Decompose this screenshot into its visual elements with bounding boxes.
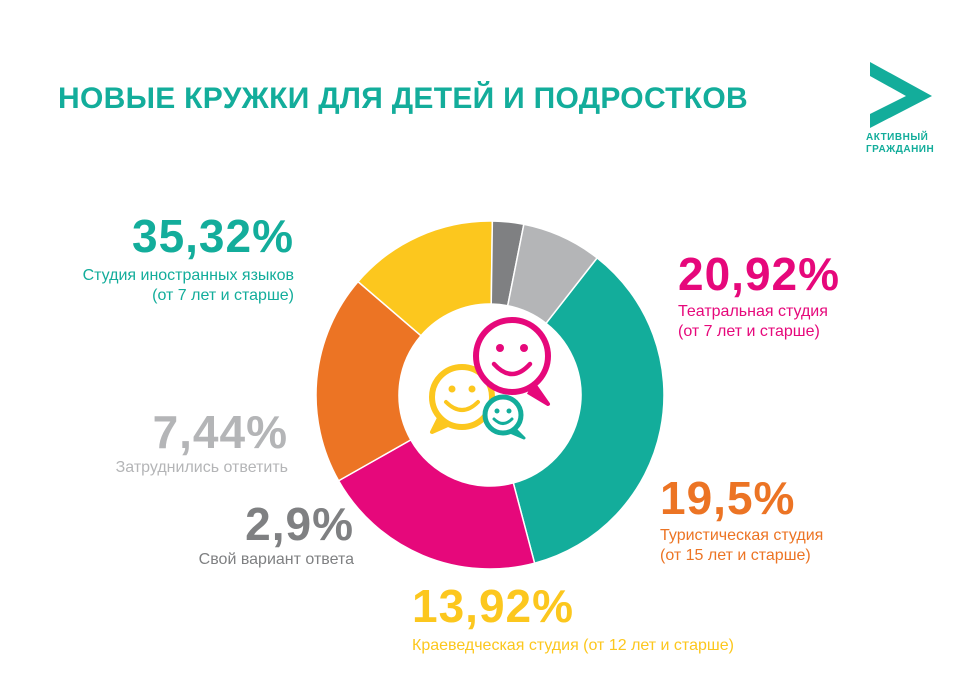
slice-3-percent: 13,92% [412,580,575,632]
smiley-speech-bubbles-icon [429,317,551,440]
slice-4-percent: 2,9% [245,498,354,550]
slice-5-desc-line1: Затруднились ответить [115,459,288,476]
logo-text: АКТИВНЫЙ ГРАЖДАНИН [866,132,934,156]
slice-label-2: 19,5% Туристическая студия (от 15 лет и … [660,474,823,566]
slice-label-0: 35,32% Студия иностранных языков (от 7 л… [83,212,294,306]
letter-a-logo-icon [870,62,932,128]
logo-line-1: АКТИВНЫЙ [866,132,929,143]
slice-1-desc-line1: Театральная студия [678,303,828,320]
slice-2-desc-line2: (от 15 лет и старше) [660,547,811,564]
slice-1-percent: 20,92% [678,248,841,300]
slice-1-desc-line2: (от 7 лет и старше) [678,323,820,340]
slice-5-percent: 7,44% [152,406,288,458]
slice-0-percent: 35,32% [131,210,294,262]
slice-3-desc-line1: Краеведческая студия (от 12 лет и старше… [412,637,734,654]
slice-0-desc-line1: Студия иностранных языков [82,267,294,284]
donut-slice-1 [337,438,536,570]
slice-4-desc-line1: Свой вариант ответа [198,551,354,568]
slice-2-desc-line1: Туристическая студия [660,527,824,544]
slice-2-percent: 19,5% [660,472,796,524]
slice-0-desc-line2: (от 7 лет и старше) [152,287,294,304]
logo-line-2: ГРАЖДАНИН [866,144,935,155]
slice-label-4: 2,9% Свой вариант ответа [199,500,354,570]
slice-label-3: 13,92% Краеведческая студия (от 12 лет и… [412,582,734,656]
logo: АКТИВНЫЙ ГРАЖДАНИН [866,60,946,160]
donut-slice-2 [315,280,423,482]
page-title: НОВЫЕ КРУЖКИ ДЛЯ ДЕТЕЙ И ПОДРОСТКОВ [58,82,748,115]
donut-slice-0 [512,256,665,565]
donut-slice-5 [506,223,599,325]
slice-label-1: 20,92% Театральная студия (от 7 лет и ст… [678,250,840,342]
slice-label-5: 7,44% Затруднились ответить [116,408,288,478]
